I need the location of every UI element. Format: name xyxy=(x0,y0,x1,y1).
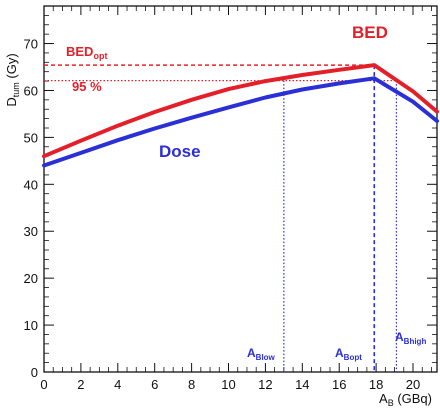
x-tick-label: 20 xyxy=(406,377,420,392)
y-tick-label: 0 xyxy=(31,365,38,380)
y-tick-label: 40 xyxy=(24,177,38,192)
x-tick-label: 6 xyxy=(151,377,158,392)
axis-ticks: 0 2 4 6 8 10 12 14 16 18 20 0 10 20 30 40 50 60 70 xyxy=(24,6,437,392)
marker-label-ablow: ABlow xyxy=(247,346,276,362)
x-tick-label: 14 xyxy=(295,377,309,392)
bed-opt-label-sub: opt xyxy=(93,51,107,61)
marker-label-abhigh: ABhigh xyxy=(395,330,426,346)
bed-series-label: BED xyxy=(352,23,388,42)
y-tick-label: 10 xyxy=(24,318,38,333)
y-axis-title-sub: tum xyxy=(11,82,21,97)
series-line-bed xyxy=(42,63,439,159)
y-tick-label: 70 xyxy=(24,37,38,52)
x-tick-label: 10 xyxy=(221,377,235,392)
data-series xyxy=(42,63,439,168)
x-tick-label: 18 xyxy=(369,377,383,392)
y-tick-label: 20 xyxy=(24,271,38,286)
y-tick-label: 50 xyxy=(24,130,38,145)
marker-ablow-sub: Blow xyxy=(256,353,276,362)
y-axis-title-main: D xyxy=(4,97,19,106)
pct95-label: 95 % xyxy=(72,79,102,94)
bed-opt-label: BEDopt xyxy=(66,44,107,61)
marker-abhigh-sub: Bhigh xyxy=(404,337,427,346)
plot-frame xyxy=(43,5,438,373)
x-tick-label: 0 xyxy=(40,377,47,392)
y-axis-title: Dtum (Gy) xyxy=(4,53,21,106)
bed-opt-label-main: BED xyxy=(66,44,93,59)
marker-label-abopt: ABopt xyxy=(335,346,362,362)
x-axis-title: AB (GBq) xyxy=(379,391,432,408)
series-line-dose xyxy=(42,76,439,168)
x-tick-label: 8 xyxy=(188,377,195,392)
y-axis-title-unit: (Gy) xyxy=(4,53,19,82)
marker-abhigh-main: A xyxy=(395,330,404,344)
x-tick-label: 2 xyxy=(77,377,84,392)
marker-abopt-sub: Bopt xyxy=(344,353,363,362)
y-tick-label: 30 xyxy=(24,224,38,239)
marker-abopt-main: A xyxy=(335,346,344,360)
dose-series-label: Dose xyxy=(159,142,201,161)
x-tick-label: 4 xyxy=(114,377,121,392)
x-tick-label: 12 xyxy=(258,377,272,392)
x-axis-title-sub: B xyxy=(388,398,394,408)
y-tick-label: 60 xyxy=(24,83,38,98)
x-tick-label: 16 xyxy=(332,377,346,392)
marker-ablow-main: A xyxy=(247,346,256,360)
reference-lines xyxy=(44,64,398,372)
x-axis-title-unit: (GBq) xyxy=(394,391,432,406)
x-axis-title-main: A xyxy=(379,391,388,406)
